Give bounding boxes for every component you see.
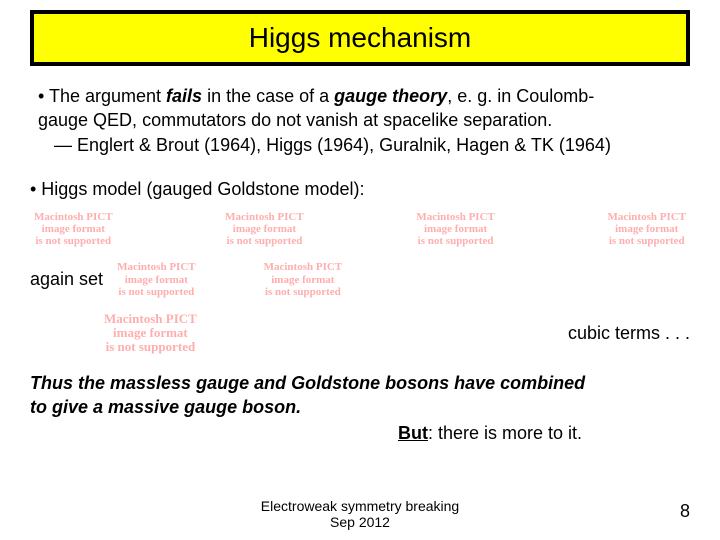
bullet-2: • Higgs model (gauged Goldstone model):	[30, 177, 690, 201]
bullet-1-line3: — Englert & Brout (1964), Higgs (1964), …	[36, 133, 690, 157]
title-outer: Higgs mechanism	[30, 10, 690, 66]
text: , e. g. in Coulomb-	[447, 86, 594, 106]
text: in the case of a	[202, 86, 334, 106]
bullet-1: • The argument fails in the case of a ga…	[36, 84, 690, 157]
emph-gauge-theory: gauge theory	[334, 86, 447, 106]
bullet-1-line1: • The argument fails in the case of a ga…	[36, 84, 690, 108]
cubic-row: Macintosh PICT image format is not suppo…	[30, 310, 690, 357]
again-set-row: again set Macintosh PICT image format is…	[30, 259, 690, 299]
pict-placeholder: Macintosh PICT image format is not suppo…	[603, 209, 690, 249]
conclusion-line2: to give a massive gauge boson.	[30, 395, 690, 419]
footer-date: Sep 2012	[0, 514, 720, 530]
slide-title: Higgs mechanism	[249, 22, 472, 53]
footer-title: Electroweak symmetry breaking	[261, 498, 459, 514]
pict-placeholder: Macintosh PICT image format is not suppo…	[412, 209, 499, 249]
conclusion-line1: Thus the massless gauge and Goldstone bo…	[30, 371, 690, 395]
page-number: 8	[680, 501, 690, 522]
bullet-1-line2: gauge QED, commutators do not vanish at …	[36, 108, 690, 132]
but-line: But: there is more to it.	[30, 421, 690, 445]
pict-placeholder: Macintosh PICT image format is not suppo…	[221, 209, 308, 249]
pict-placeholder: Macintosh PICT image format is not suppo…	[30, 209, 117, 249]
slide: Higgs mechanism • The argument fails in …	[0, 0, 720, 540]
content: • The argument fails in the case of a ga…	[30, 84, 690, 446]
but-label: But	[398, 423, 428, 443]
title-bar: Higgs mechanism	[34, 14, 686, 62]
pict-placeholder: Macintosh PICT image format is not suppo…	[113, 259, 200, 299]
pict-placeholder: Macintosh PICT image format is not suppo…	[100, 310, 201, 357]
cubic-terms: cubic terms . . .	[568, 321, 690, 345]
emph-fails: fails	[166, 86, 202, 106]
pict-placeholder: Macintosh PICT image format is not suppo…	[260, 259, 347, 299]
pict-row-1: Macintosh PICT image format is not suppo…	[30, 209, 690, 249]
but-rest: : there is more to it.	[428, 423, 582, 443]
footer: Electroweak symmetry breaking Sep 2012	[0, 498, 720, 530]
again-set-label: again set	[30, 267, 103, 291]
text: • The argument	[38, 86, 166, 106]
